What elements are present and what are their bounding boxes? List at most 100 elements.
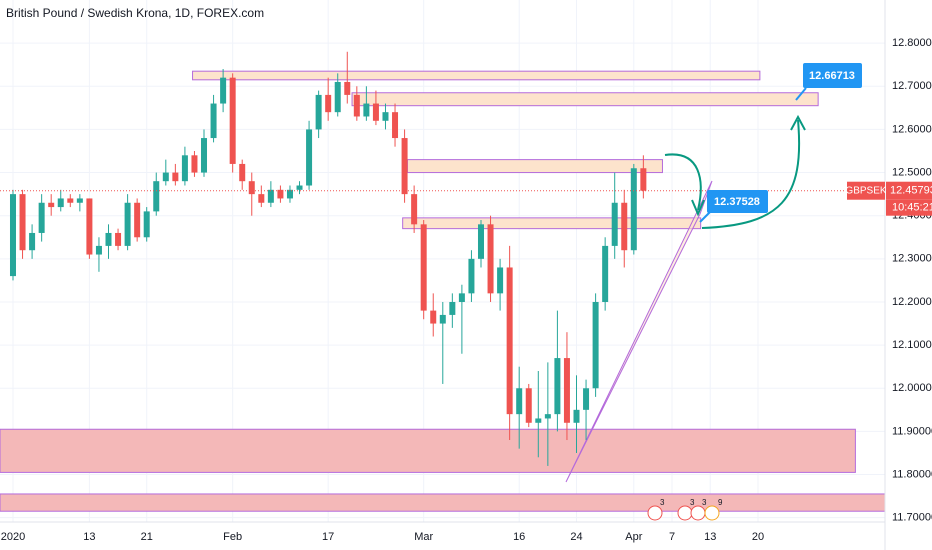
- event-count: 3: [690, 498, 695, 507]
- candle-body: [153, 181, 160, 212]
- candle-body: [277, 189, 284, 199]
- candle-body: [134, 202, 141, 238]
- candle-body: [115, 232, 122, 246]
- candle-body: [220, 77, 227, 104]
- callout-pointer: [699, 211, 711, 223]
- candle-body: [573, 409, 580, 423]
- callout-label: 12.37528: [714, 196, 760, 208]
- callout-label: 12.66713: [809, 70, 855, 82]
- candle-body: [210, 103, 217, 139]
- candle-body: [38, 202, 45, 233]
- price-tag: [886, 181, 932, 200]
- candle-body: [372, 103, 379, 121]
- x-tick-label: 2020: [1, 531, 25, 543]
- candle-body: [363, 103, 370, 117]
- candle-body: [191, 155, 198, 173]
- candle-body: [640, 168, 647, 191]
- candle-body: [229, 77, 236, 164]
- candle-body: [296, 185, 303, 190]
- candle-body: [67, 198, 74, 203]
- symbol-tag: [847, 181, 885, 200]
- zones: [0, 70, 886, 512]
- candle-body: [430, 310, 437, 324]
- candle-body: [248, 181, 255, 195]
- event-count: 9: [718, 498, 723, 507]
- y-tick-label: 11.90000: [892, 425, 932, 437]
- candle-body: [267, 189, 274, 203]
- candle-body: [439, 314, 446, 324]
- candle-body: [544, 414, 551, 419]
- candle-body: [258, 194, 265, 203]
- event-icon: [677, 505, 693, 521]
- candle-body: [477, 224, 484, 259]
- arrow-up: [701, 119, 801, 229]
- candle-body: [392, 112, 399, 139]
- candle-body: [334, 81, 341, 113]
- arrowhead: [790, 114, 806, 131]
- event-icon: [690, 505, 706, 521]
- axes: 11.70000 11.80000 11.90000 12.00000 12.10000…: [1, 37, 932, 543]
- candle-body: [602, 245, 609, 302]
- callout: 12.37528: [699, 190, 768, 223]
- y-tick-label: 11.80000: [892, 468, 932, 480]
- y-tick-label: 11.70000: [892, 512, 932, 524]
- candle-body: [181, 155, 188, 182]
- candle-body: [497, 267, 504, 294]
- candle-body: [592, 301, 599, 389]
- candle-body: [468, 258, 475, 294]
- callout-pointer: [795, 87, 807, 101]
- candle-body: [124, 202, 131, 246]
- candle-body: [306, 129, 313, 186]
- callout-box: [707, 190, 768, 213]
- y-tick-label: 12.50000: [892, 166, 932, 178]
- zone: [0, 493, 886, 512]
- x-tick-label: 13: [83, 531, 95, 543]
- candle-body: [535, 418, 542, 423]
- arrowhead: [691, 199, 705, 217]
- candle-body: [630, 168, 637, 251]
- candle-body: [239, 163, 246, 182]
- candle-body: [172, 172, 179, 182]
- x-tick-label: 17: [322, 531, 334, 543]
- candle-body: [76, 198, 83, 203]
- y-tick-label: 12.20000: [892, 296, 932, 308]
- x-tick-label: 20: [752, 531, 764, 543]
- zone: [406, 159, 663, 174]
- candle-body: [9, 194, 16, 277]
- events: 3 3 3 9: [647, 498, 723, 521]
- x-tick-label: 16: [513, 531, 525, 543]
- candle-body: [621, 202, 628, 251]
- x-tick-label: 7: [669, 531, 675, 543]
- countdown-tag: [886, 199, 932, 216]
- event-count: 3: [702, 498, 707, 507]
- candle-body: [401, 138, 408, 195]
- candle-body: [583, 388, 590, 410]
- x-tick-label: 24: [570, 531, 582, 543]
- candle-body: [95, 245, 102, 255]
- candle-body: [382, 112, 389, 121]
- zone: [351, 92, 819, 107]
- event-icon: [647, 505, 663, 521]
- candle-body: [162, 172, 169, 182]
- price-label: 12.45793: [890, 185, 932, 197]
- x-tick-label: 21: [141, 531, 153, 543]
- y-tick-label: 12.10000: [892, 339, 932, 351]
- candle-body: [525, 388, 532, 423]
- rising-wedge: [565, 180, 713, 483]
- callout: 12.66713: [795, 63, 862, 101]
- candle-body: [506, 267, 513, 415]
- candle-body: [563, 358, 570, 423]
- y-tick-label: 12.80000: [892, 37, 932, 49]
- event-count: 3: [660, 498, 665, 507]
- y-tick-label: 12.00000: [892, 382, 932, 394]
- x-tick-label: Mar: [414, 531, 433, 543]
- y-tick-label: 12.70000: [892, 80, 932, 92]
- candle-body: [105, 232, 112, 246]
- candle-body: [29, 232, 36, 251]
- candle-body: [449, 301, 456, 315]
- zone: [192, 70, 761, 81]
- zone: [402, 217, 702, 230]
- x-tick-label: Apr: [625, 531, 642, 543]
- countdown-label: 10:45:21: [892, 202, 932, 214]
